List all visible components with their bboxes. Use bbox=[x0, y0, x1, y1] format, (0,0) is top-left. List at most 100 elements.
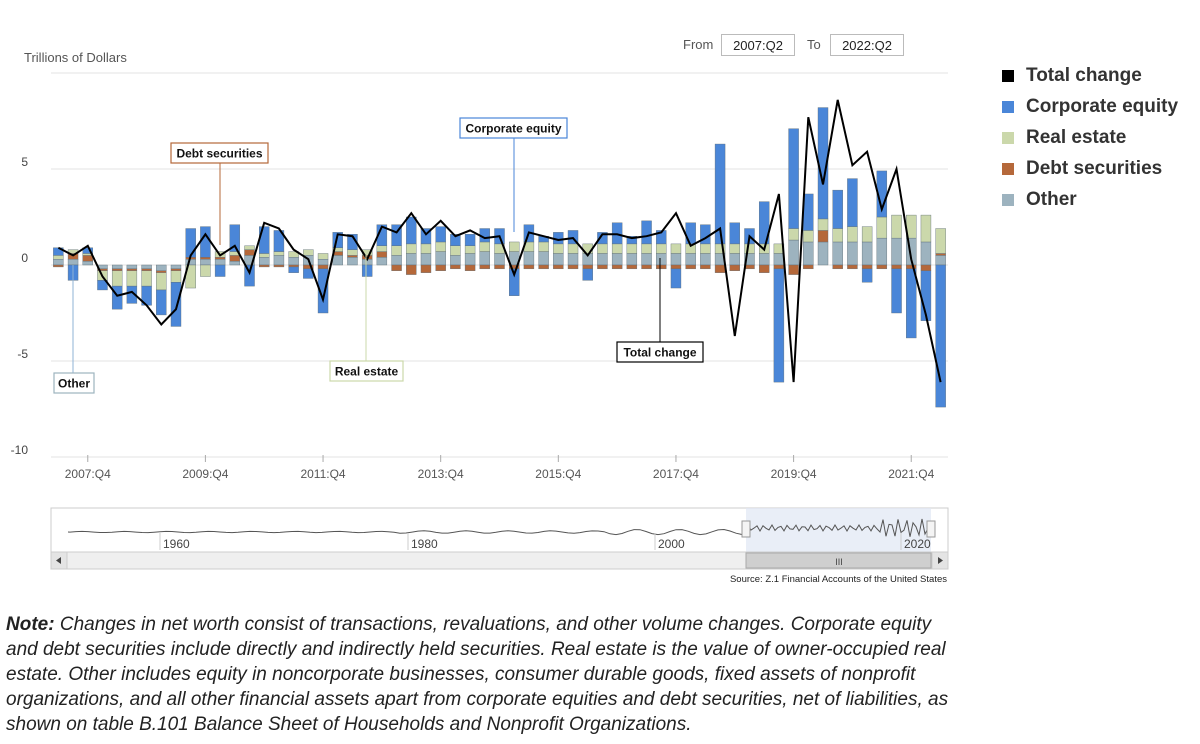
bar-real-estate[interactable] bbox=[347, 249, 358, 256]
bar-real-estate[interactable] bbox=[788, 228, 799, 241]
to-input[interactable]: 2022:Q2 bbox=[830, 34, 904, 56]
bar-real-estate[interactable] bbox=[288, 251, 299, 258]
bar-corporate-equity[interactable] bbox=[803, 193, 814, 231]
bar-debt-securities[interactable] bbox=[259, 264, 270, 268]
bar-debt-securities[interactable] bbox=[861, 264, 873, 270]
bar-real-estate[interactable] bbox=[464, 245, 476, 254]
bar-corporate-equity[interactable] bbox=[200, 226, 211, 258]
bar-other[interactable] bbox=[273, 255, 285, 266]
bar-corporate-equity[interactable] bbox=[244, 264, 255, 287]
scroll-thumb[interactable] bbox=[745, 552, 932, 569]
bar-real-estate[interactable] bbox=[567, 243, 579, 254]
bar-corporate-equity[interactable] bbox=[273, 230, 285, 252]
bar-other[interactable] bbox=[376, 257, 388, 266]
bar-debt-securities[interactable] bbox=[906, 264, 917, 270]
bar-real-estate[interactable] bbox=[509, 241, 520, 252]
bar-debt-securities[interactable] bbox=[714, 264, 726, 273]
bar-other[interactable] bbox=[111, 264, 123, 270]
bar-real-estate[interactable] bbox=[611, 243, 623, 254]
bar-other[interactable] bbox=[817, 241, 829, 266]
bar-debt-securities[interactable] bbox=[229, 255, 241, 262]
bar-corporate-equity[interactable] bbox=[861, 268, 873, 283]
bar-debt-securities[interactable] bbox=[553, 264, 564, 270]
bar-corporate-equity[interactable] bbox=[626, 235, 638, 245]
navigator-left-handle[interactable] bbox=[741, 520, 751, 538]
bar-other[interactable] bbox=[82, 260, 93, 266]
bar-debt-securities[interactable] bbox=[214, 257, 226, 260]
bar-corporate-equity[interactable] bbox=[406, 216, 417, 245]
bar-debt-securities[interactable] bbox=[244, 249, 255, 256]
bar-other[interactable] bbox=[494, 253, 505, 266]
bar-real-estate[interactable] bbox=[479, 241, 490, 252]
bar-other[interactable] bbox=[170, 264, 182, 270]
bar-corporate-equity[interactable] bbox=[935, 264, 946, 408]
bar-real-estate[interactable] bbox=[700, 243, 711, 254]
bar-debt-securities[interactable] bbox=[700, 264, 711, 270]
bar-debt-securities[interactable] bbox=[729, 264, 740, 271]
bar-debt-securities[interactable] bbox=[317, 264, 329, 270]
bar-corporate-equity[interactable] bbox=[509, 268, 520, 296]
bar-other[interactable] bbox=[641, 253, 652, 266]
bar-other[interactable] bbox=[126, 264, 138, 270]
bar-real-estate[interactable] bbox=[744, 243, 755, 254]
legend-item-corporate-equity[interactable]: Corporate equity bbox=[1002, 91, 1178, 122]
bar-corporate-equity[interactable] bbox=[229, 224, 241, 252]
bar-corporate-equity[interactable] bbox=[685, 222, 696, 245]
bar-real-estate[interactable] bbox=[847, 226, 858, 243]
bar-corporate-equity[interactable] bbox=[156, 289, 167, 316]
bar-other[interactable] bbox=[567, 253, 579, 266]
bar-corporate-equity[interactable] bbox=[788, 128, 799, 229]
bar-debt-securities[interactable] bbox=[758, 264, 770, 273]
bar-corporate-equity[interactable] bbox=[126, 285, 138, 304]
bar-other[interactable] bbox=[553, 253, 564, 266]
bar-other[interactable] bbox=[773, 253, 785, 266]
bar-debt-securities[interactable] bbox=[523, 264, 535, 270]
bar-real-estate[interactable] bbox=[861, 226, 873, 243]
bar-other[interactable] bbox=[185, 259, 196, 266]
bar-real-estate[interactable] bbox=[626, 243, 638, 254]
bar-other[interactable] bbox=[200, 259, 211, 266]
bar-debt-securities[interactable] bbox=[82, 255, 93, 262]
bar-other[interactable] bbox=[317, 259, 329, 266]
bar-debt-securities[interactable] bbox=[597, 264, 608, 270]
bar-real-estate[interactable] bbox=[817, 218, 829, 231]
bar-other[interactable] bbox=[611, 253, 623, 266]
time-navigator[interactable]: 1960 1980 2000 2020 bbox=[50, 507, 949, 553]
bar-debt-securities[interactable] bbox=[891, 264, 902, 270]
bar-other[interactable] bbox=[214, 259, 226, 266]
bar-real-estate[interactable] bbox=[920, 214, 932, 243]
navigator-right-handle[interactable] bbox=[926, 520, 936, 538]
bar-debt-securities[interactable] bbox=[626, 264, 638, 270]
bar-other[interactable] bbox=[229, 260, 241, 266]
bar-debt-securities[interactable] bbox=[479, 264, 490, 270]
bar-corporate-equity[interactable] bbox=[773, 268, 785, 383]
bar-debt-securities[interactable] bbox=[582, 264, 593, 270]
bar-debt-securities[interactable] bbox=[656, 264, 667, 270]
bar-real-estate[interactable] bbox=[391, 245, 402, 256]
bar-real-estate[interactable] bbox=[376, 245, 388, 252]
bar-other[interactable] bbox=[523, 251, 535, 266]
bar-other[interactable] bbox=[464, 253, 476, 266]
bar-real-estate[interactable] bbox=[597, 243, 608, 254]
bar-corporate-equity[interactable] bbox=[714, 143, 726, 245]
bar-debt-securities[interactable] bbox=[376, 251, 388, 258]
bar-real-estate[interactable] bbox=[244, 245, 255, 250]
bar-corporate-equity[interactable] bbox=[361, 264, 373, 277]
bar-corporate-equity[interactable] bbox=[906, 268, 917, 339]
bar-real-estate[interactable] bbox=[935, 228, 946, 254]
bar-other[interactable] bbox=[847, 241, 858, 266]
bar-real-estate[interactable] bbox=[111, 270, 123, 287]
bar-real-estate[interactable] bbox=[406, 243, 417, 254]
bar-debt-securities[interactable] bbox=[611, 264, 623, 270]
bar-corporate-equity[interactable] bbox=[450, 234, 461, 246]
bar-debt-securities[interactable] bbox=[773, 264, 785, 270]
bar-debt-securities[interactable] bbox=[832, 264, 843, 270]
bar-corporate-equity[interactable] bbox=[420, 228, 432, 245]
bar-other[interactable] bbox=[656, 253, 667, 266]
bar-other[interactable] bbox=[156, 264, 167, 271]
bar-other[interactable] bbox=[597, 253, 608, 266]
bar-other[interactable] bbox=[420, 253, 432, 266]
bar-corporate-equity[interactable] bbox=[729, 222, 740, 245]
bar-other[interactable] bbox=[729, 253, 740, 266]
bar-debt-securities[interactable] bbox=[450, 264, 461, 270]
